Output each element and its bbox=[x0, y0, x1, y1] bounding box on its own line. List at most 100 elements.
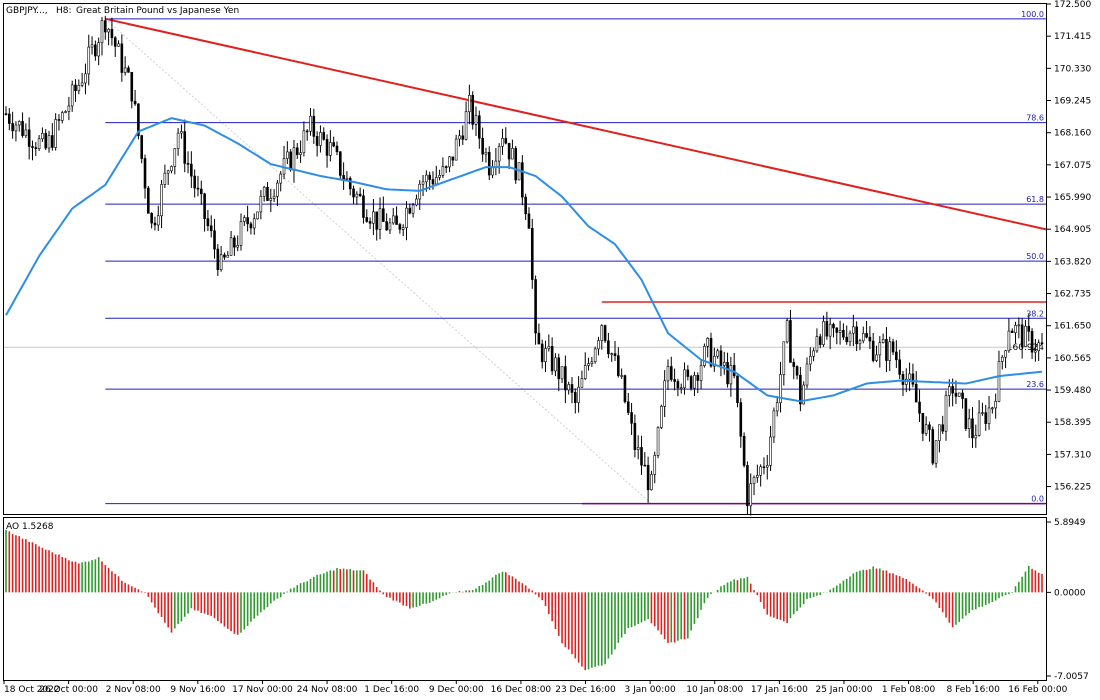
candle-body bbox=[656, 427, 660, 456]
candle-body bbox=[352, 188, 355, 198]
candle-body bbox=[799, 374, 802, 405]
current-price-marker-bg bbox=[1035, 341, 1046, 354]
candle-body bbox=[756, 475, 759, 478]
candle-body bbox=[173, 148, 177, 167]
descending-trendline[interactable] bbox=[105, 17, 1047, 231]
main-chart-frame bbox=[3, 3, 1047, 515]
candle-body bbox=[150, 213, 153, 224]
candle-body bbox=[47, 135, 51, 149]
time-tick-label: 16 Feb 00:00 bbox=[1008, 685, 1067, 695]
candle-body bbox=[583, 365, 587, 379]
candle-body bbox=[646, 464, 650, 491]
candle-body bbox=[812, 350, 815, 357]
candle-body bbox=[931, 429, 935, 464]
candle-body bbox=[94, 44, 97, 57]
candle-body bbox=[362, 195, 365, 218]
candle-body bbox=[216, 248, 220, 270]
price-tick-label: 171.415 bbox=[1054, 32, 1091, 42]
candle-body bbox=[587, 363, 590, 366]
header-symbol: GBPJPY..., bbox=[6, 6, 48, 16]
candle-body bbox=[37, 138, 41, 149]
candle-body bbox=[574, 392, 577, 403]
price-tick-label: 157.310 bbox=[1054, 450, 1091, 460]
candle-body bbox=[302, 130, 306, 154]
candle-body bbox=[147, 187, 150, 214]
candle-body bbox=[699, 365, 703, 381]
candle-body bbox=[964, 398, 968, 429]
candle-body bbox=[636, 447, 640, 450]
candle-body bbox=[630, 412, 633, 424]
candle-body bbox=[1024, 325, 1027, 347]
candle-body bbox=[527, 213, 531, 229]
candle-body bbox=[650, 474, 653, 491]
time-tick-label: 26 Oct 00:00 bbox=[39, 685, 98, 695]
candle-body bbox=[365, 217, 369, 222]
candle-body bbox=[501, 138, 504, 147]
candle-body bbox=[305, 130, 309, 133]
candle-body bbox=[322, 132, 326, 140]
candle-body bbox=[372, 211, 375, 224]
candle-body bbox=[941, 424, 945, 432]
candle-body bbox=[815, 336, 819, 352]
time-tick-label: 23 Dec 16:00 bbox=[555, 685, 616, 695]
candle-body bbox=[716, 350, 719, 357]
candle-body bbox=[143, 158, 147, 189]
price-tick-label: 162.735 bbox=[1054, 290, 1091, 300]
time-tick-label: 8 Feb 16:00 bbox=[947, 685, 1001, 695]
candle-body bbox=[256, 211, 259, 220]
candle-body bbox=[103, 20, 107, 33]
price-axis: 172.500 171.415 170.330 169.245 168.160 167.0… bbox=[1047, 0, 1091, 493]
candle-body bbox=[689, 376, 693, 389]
candle-body bbox=[272, 195, 276, 199]
candle-body bbox=[156, 215, 160, 226]
candle-body bbox=[722, 362, 726, 366]
candle-body bbox=[193, 175, 196, 189]
candle-body bbox=[567, 384, 570, 391]
candle-body bbox=[239, 221, 243, 246]
candle-body bbox=[736, 375, 739, 403]
candle-body bbox=[822, 321, 825, 345]
candle-body bbox=[782, 341, 786, 375]
candle-body bbox=[617, 355, 620, 376]
candle-body bbox=[997, 361, 1001, 402]
price-tick-label: 161.650 bbox=[1054, 322, 1091, 332]
candle-body bbox=[348, 178, 352, 190]
candle-body bbox=[266, 186, 269, 201]
fib-level-label: 100.0 bbox=[1021, 10, 1044, 19]
candle-body bbox=[431, 179, 435, 185]
candle-body bbox=[653, 455, 657, 475]
candle-body bbox=[1017, 324, 1021, 327]
price-tick-label: 169.245 bbox=[1054, 97, 1091, 107]
candle-body bbox=[382, 208, 385, 222]
price-tick-label: 159.480 bbox=[1054, 386, 1091, 396]
candle-body bbox=[246, 217, 249, 225]
candle-body bbox=[339, 151, 342, 176]
candle-body bbox=[428, 174, 431, 180]
candle-body bbox=[458, 135, 461, 140]
candle-body bbox=[497, 146, 501, 162]
candle-body bbox=[878, 342, 882, 356]
candle-body bbox=[623, 375, 627, 403]
candle-body bbox=[332, 142, 335, 147]
candle-body bbox=[703, 346, 706, 366]
candle-body bbox=[511, 148, 514, 160]
candle-body bbox=[848, 332, 852, 343]
candle-body bbox=[951, 386, 954, 394]
fib-level-label: 0.0 bbox=[1031, 495, 1044, 504]
candle-body bbox=[871, 340, 875, 361]
candle-body bbox=[186, 163, 190, 165]
candle-body bbox=[84, 73, 87, 84]
candle-body bbox=[196, 187, 200, 190]
candle-body bbox=[593, 348, 597, 363]
candle-body bbox=[113, 37, 117, 47]
candle-body bbox=[411, 204, 415, 214]
candle-body bbox=[603, 325, 607, 342]
candle-body bbox=[315, 136, 319, 146]
candle-body bbox=[133, 100, 137, 105]
candle-body bbox=[279, 173, 283, 184]
candle-body bbox=[1030, 331, 1034, 353]
candle-body bbox=[842, 330, 845, 338]
candle-body bbox=[888, 341, 892, 361]
candle-body bbox=[226, 254, 230, 258]
candle-body bbox=[557, 357, 561, 380]
